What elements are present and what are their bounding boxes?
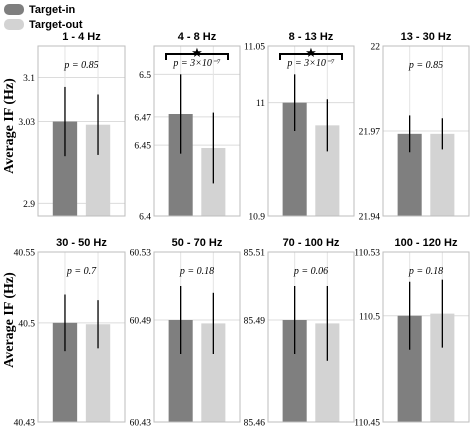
panel-title: 30 - 50 Hz	[56, 237, 107, 249]
y-tick-label: 3.1	[23, 74, 35, 84]
significance-star: ★	[305, 46, 317, 61]
y-tick-label: 110.5	[359, 312, 380, 322]
p-value-label: p = 3×10⁻⁷	[172, 58, 221, 69]
p-value-label: p = 0.18	[179, 266, 214, 277]
y-tick-label: 85.46	[244, 419, 266, 426]
y-tick-label: 110.53	[354, 249, 380, 259]
panel-title: 100 - 120 Hz	[395, 237, 458, 249]
y-tick-label: 40.43	[14, 419, 36, 426]
y-tick-label: 6.45	[134, 142, 151, 152]
y-tick-label: 6.5	[139, 71, 151, 81]
legend-label: Target-in	[29, 3, 76, 16]
y-tick-label: 21.94	[359, 213, 381, 223]
panel-frame	[382, 251, 470, 423]
panel-frame	[267, 251, 355, 423]
legend: Target-in Target-out	[4, 2, 83, 32]
panel-frame	[37, 45, 126, 217]
y-tick-label: 60.53	[130, 249, 152, 259]
y-tick-label: 85.51	[244, 249, 266, 259]
panel-frame	[153, 45, 241, 217]
panel-title: 1 - 4 Hz	[62, 31, 101, 43]
target-out-swatch	[4, 19, 24, 30]
legend-item-target-out: Target-out	[4, 17, 83, 32]
y-tick-label: 10.9	[248, 213, 265, 223]
panel-frame	[382, 45, 470, 217]
significance-bracket	[279, 53, 343, 60]
p-value-label: p = 0.7	[66, 266, 97, 277]
target-in-swatch	[4, 4, 24, 15]
y-tick-label: 6.4	[139, 213, 151, 223]
y-tick-label: 3.03	[18, 118, 35, 128]
panel-title: 50 - 70 Hz	[172, 237, 223, 249]
panel-title: 70 - 100 Hz	[283, 237, 340, 249]
p-value-label: p = 0.06	[293, 266, 328, 277]
p-value-label: p = 0.85	[408, 60, 443, 71]
panel-frame	[153, 251, 241, 423]
y-tick-label: 21.97	[359, 128, 381, 138]
y-tick-label: 40.55	[14, 249, 36, 259]
y-tick-label: 110.45	[354, 419, 380, 426]
panel-title: 13 - 30 Hz	[401, 31, 452, 43]
y-tick-label: 6.47	[134, 113, 151, 123]
p-value-label: p = 0.18	[408, 266, 443, 277]
y-tick-label: 60.43	[130, 419, 152, 426]
y-tick-label: 22	[371, 43, 381, 53]
p-value-label: p = 3×10⁻⁷	[286, 58, 335, 69]
y-tick-label: 40.5	[18, 319, 35, 329]
y-tick-label: 11.05	[244, 43, 265, 53]
y-tick-label: 60.49	[130, 317, 152, 327]
y-tick-label: 85.49	[244, 317, 266, 327]
y-tick-label: 2.9	[23, 200, 35, 210]
panel-title: 4 - 8 Hz	[178, 31, 217, 43]
legend-label: Target-out	[29, 18, 83, 31]
panel-frame	[37, 251, 126, 423]
panel-title: 8 - 13 Hz	[289, 31, 334, 43]
significance-star: ★	[191, 46, 203, 61]
legend-item-target-in: Target-in	[4, 2, 83, 17]
panel-frame	[267, 45, 355, 217]
y-tick-label: 11	[256, 99, 265, 109]
significance-bracket	[165, 53, 229, 60]
p-value-label: p = 0.85	[63, 60, 98, 71]
